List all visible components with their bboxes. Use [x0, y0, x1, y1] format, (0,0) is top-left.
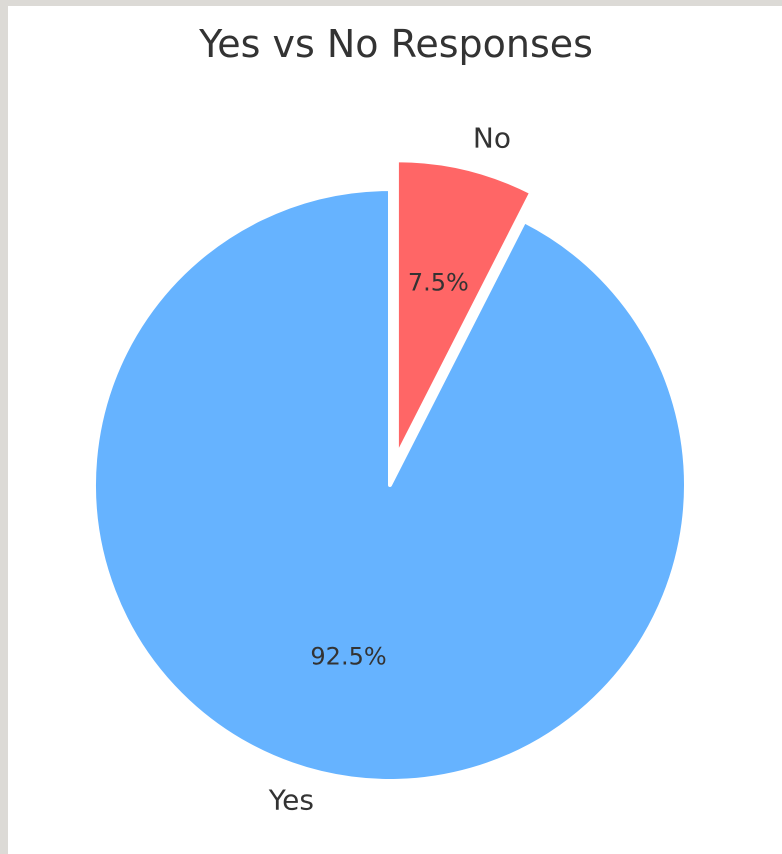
slice-label-yes: Yes: [268, 784, 314, 817]
slice-label-no: No: [473, 122, 511, 155]
pie-slice-yes: [92, 187, 688, 783]
pie-slices: [92, 158, 688, 783]
pie-labels: No 7.5% Yes 92.5%: [268, 122, 511, 817]
pie-slice-no: [394, 158, 534, 459]
slice-percent-no: 7.5%: [408, 269, 469, 297]
slice-percent-yes: 92.5%: [310, 643, 386, 671]
chart-title: Yes vs No Responses: [198, 22, 593, 66]
